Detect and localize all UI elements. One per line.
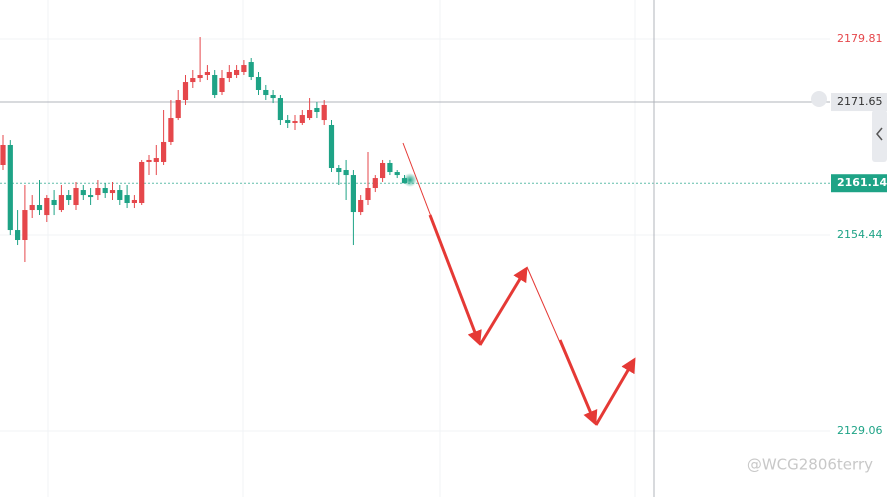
- candle-body: [29, 205, 35, 211]
- candle-body: [350, 175, 356, 213]
- candle-body: [234, 69, 240, 76]
- candle-body: [182, 82, 189, 101]
- candle-body: [95, 188, 101, 196]
- crosshair-label-box: [831, 93, 887, 112]
- candle-body: [255, 77, 262, 90]
- candle-body: [321, 104, 327, 121]
- candle-body: [358, 199, 364, 213]
- candle-body: [44, 197, 50, 216]
- candle-body: [146, 159, 152, 162]
- candle-body: [336, 168, 342, 173]
- candle-body: [307, 109, 313, 119]
- candle-body: [387, 162, 393, 173]
- candle-body: [241, 65, 247, 72]
- candle-body: [153, 158, 159, 162]
- candle-body: [226, 71, 232, 79]
- candle-body: [36, 205, 43, 211]
- candle-body: [117, 190, 123, 200]
- candle-body: [73, 188, 79, 206]
- last-price-label: 2161.14: [837, 176, 887, 189]
- candles: [0, 37, 408, 263]
- candle-body: [365, 188, 371, 200]
- candle-body: [285, 120, 291, 123]
- y-tick-label: 2129.06: [837, 424, 883, 437]
- price-axis: [830, 0, 887, 497]
- candle-body: [124, 195, 130, 204]
- alert-icon[interactable]: [811, 91, 827, 107]
- candle-body: [270, 95, 276, 99]
- last-point-glow: [403, 173, 417, 187]
- candle-body: [66, 195, 72, 200]
- candle-body: [328, 124, 335, 169]
- candle-body: [277, 98, 283, 121]
- candle-body: [51, 199, 57, 206]
- candle-body: [343, 170, 349, 176]
- candle-body: [88, 195, 94, 198]
- candle-body: [15, 230, 21, 241]
- y-tick-label: 2154.44: [837, 228, 883, 241]
- candle-body: [314, 107, 320, 113]
- candle-body: [394, 172, 400, 176]
- candle-body: [212, 75, 218, 96]
- candle-body: [22, 210, 28, 241]
- watermark: @WCG2806terry: [747, 456, 873, 474]
- y-tick-label: 2179.81: [837, 32, 883, 45]
- candle-body: [248, 62, 254, 78]
- candle-body: [7, 144, 13, 231]
- candle-body: [372, 178, 378, 189]
- candle-body: [168, 118, 174, 142]
- candle-body: [161, 141, 167, 162]
- grid: [0, 38, 830, 432]
- crosshair-label: 2171.65: [837, 95, 883, 108]
- candle-body: [58, 195, 64, 211]
- candle-body: [292, 121, 298, 123]
- candle-body: [190, 78, 196, 83]
- axis-labels: 2179.81 2154.44 2129.06 2171.65 2161.14: [831, 32, 887, 437]
- vertical-grid: [47, 0, 636, 497]
- candle-body: [139, 161, 145, 204]
- candle-body: [380, 162, 386, 179]
- candle-body: [102, 188, 108, 194]
- side-tab-icon: [876, 127, 883, 141]
- last-price-box: [831, 174, 887, 193]
- candle-body: [263, 89, 269, 96]
- candle-body: [197, 75, 203, 79]
- candle-body: [109, 190, 116, 194]
- candle-body: [175, 100, 181, 119]
- candle-body: [131, 199, 137, 204]
- candle-body: [0, 144, 6, 165]
- candle-body: [219, 78, 225, 92]
- candle-body: [204, 71, 210, 76]
- candle-body: [299, 115, 305, 123]
- candle-body: [80, 190, 86, 196]
- forecast-arrows: [402, 142, 636, 426]
